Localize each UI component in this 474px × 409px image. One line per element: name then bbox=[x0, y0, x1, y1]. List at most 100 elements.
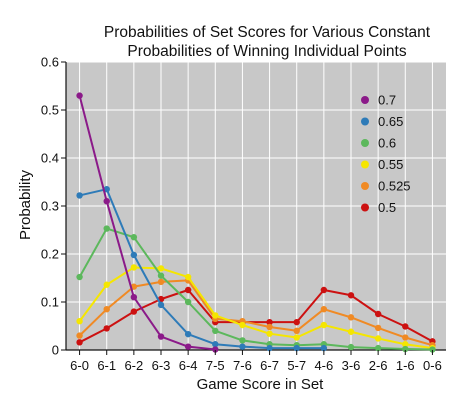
data-point bbox=[130, 251, 138, 259]
y-tick-label: 0.1 bbox=[41, 295, 59, 310]
y-tick-label: 0.2 bbox=[41, 247, 59, 262]
data-point bbox=[429, 346, 436, 353]
series-line bbox=[78, 266, 433, 350]
data-point bbox=[212, 341, 219, 348]
data-point bbox=[184, 330, 192, 338]
legend-marker bbox=[361, 160, 369, 169]
data-point bbox=[130, 308, 138, 315]
x-tick-label: 6-0 bbox=[70, 358, 89, 373]
data-point bbox=[157, 272, 165, 279]
legend-marker bbox=[361, 139, 369, 147]
data-point bbox=[402, 341, 409, 348]
data-point bbox=[266, 330, 273, 337]
data-point bbox=[402, 323, 409, 330]
data-point bbox=[320, 306, 328, 313]
x-axis-label: Game Score in Set bbox=[197, 376, 325, 393]
data-point bbox=[239, 337, 246, 344]
data-point bbox=[184, 273, 192, 281]
x-tick-label: 3-6 bbox=[342, 358, 361, 373]
series-line bbox=[78, 279, 433, 347]
x-tick-label: 6-3 bbox=[152, 358, 171, 373]
series-0.55 bbox=[76, 264, 436, 352]
x-tick-label: 5-7 bbox=[287, 358, 306, 373]
x-axis-ticks: 6-0 6-1 6-2 6-3 6-4 7-5 7-6 6-7 5-7 4-6 3-6 2-6 1-6 0… bbox=[70, 350, 442, 373]
x-tick-label: 7-5 bbox=[206, 358, 225, 373]
data-point bbox=[293, 327, 300, 334]
data-point bbox=[374, 344, 382, 352]
legend-marker bbox=[361, 203, 369, 212]
data-point bbox=[157, 265, 165, 272]
data-point bbox=[184, 343, 192, 350]
series-0.6 bbox=[76, 225, 436, 353]
x-tick-label: 7-6 bbox=[233, 358, 252, 373]
y-axis-label: Probability bbox=[17, 169, 34, 240]
data-point bbox=[103, 225, 110, 232]
data-point bbox=[103, 325, 110, 332]
legend-marker bbox=[361, 117, 369, 126]
data-point bbox=[239, 321, 246, 329]
legend-label: 0.55 bbox=[378, 157, 403, 172]
series-line bbox=[79, 188, 324, 350]
legend-marker bbox=[361, 96, 369, 104]
data-point bbox=[157, 333, 165, 340]
data-point bbox=[347, 343, 355, 351]
data-point bbox=[374, 324, 382, 332]
data-point bbox=[76, 92, 83, 99]
data-point bbox=[293, 344, 300, 352]
legend-marker bbox=[361, 182, 369, 190]
series-line bbox=[78, 227, 433, 351]
legend-label: 0.6 bbox=[378, 136, 396, 151]
data-point bbox=[266, 344, 273, 352]
x-tick-label: 6-7 bbox=[260, 358, 279, 373]
x-tick-label: 2-6 bbox=[369, 358, 388, 373]
series-layer bbox=[76, 92, 436, 353]
legend-label: 0.5 bbox=[378, 200, 396, 215]
y-tick-label: 0.4 bbox=[41, 151, 59, 166]
data-point bbox=[130, 264, 138, 271]
x-tick-label: 0-6 bbox=[423, 358, 442, 373]
x-tick-label: 6-1 bbox=[97, 358, 116, 373]
y-tick-label: 0 bbox=[52, 343, 59, 358]
data-point bbox=[374, 335, 382, 342]
data-point bbox=[347, 328, 355, 335]
data-point bbox=[320, 344, 328, 352]
data-point bbox=[103, 198, 110, 205]
data-point bbox=[184, 286, 192, 294]
data-point bbox=[374, 310, 382, 318]
data-point bbox=[103, 186, 110, 193]
y-tick-label: 0.5 bbox=[41, 103, 59, 118]
series-0.65 bbox=[76, 186, 328, 352]
data-point bbox=[103, 306, 110, 313]
y-axis-ticks: 0 0.1 0.2 0.3 0.4 0.5 0.6 bbox=[41, 55, 66, 358]
data-point bbox=[76, 332, 83, 339]
data-point bbox=[157, 278, 165, 286]
data-point bbox=[76, 273, 83, 281]
data-point bbox=[212, 346, 219, 353]
x-tick-label: 6-4 bbox=[179, 358, 198, 373]
data-point bbox=[266, 318, 273, 326]
data-point bbox=[320, 321, 328, 329]
x-tick-label: 4-6 bbox=[314, 358, 333, 373]
x-tick-label: 6-2 bbox=[124, 358, 143, 373]
data-point bbox=[293, 318, 300, 326]
data-point bbox=[184, 298, 192, 306]
data-point bbox=[103, 281, 110, 288]
chart-title-line1: Probabilities of Set Scores for Various … bbox=[104, 24, 431, 41]
chart-title-line2: Probabilities of Winning Individual Poin… bbox=[127, 43, 406, 60]
data-point bbox=[320, 286, 328, 294]
data-point bbox=[347, 292, 355, 299]
data-point bbox=[76, 339, 83, 346]
y-tick-label: 0.3 bbox=[41, 199, 59, 214]
data-point bbox=[76, 318, 83, 325]
data-point bbox=[402, 334, 409, 341]
data-point bbox=[76, 192, 83, 199]
data-point bbox=[130, 234, 138, 241]
legend-label: 0.7 bbox=[378, 93, 396, 108]
series-line bbox=[78, 95, 216, 351]
data-point bbox=[157, 301, 165, 309]
data-point bbox=[402, 345, 409, 353]
data-point bbox=[266, 323, 273, 331]
data-point bbox=[293, 334, 300, 341]
data-point bbox=[239, 343, 246, 350]
